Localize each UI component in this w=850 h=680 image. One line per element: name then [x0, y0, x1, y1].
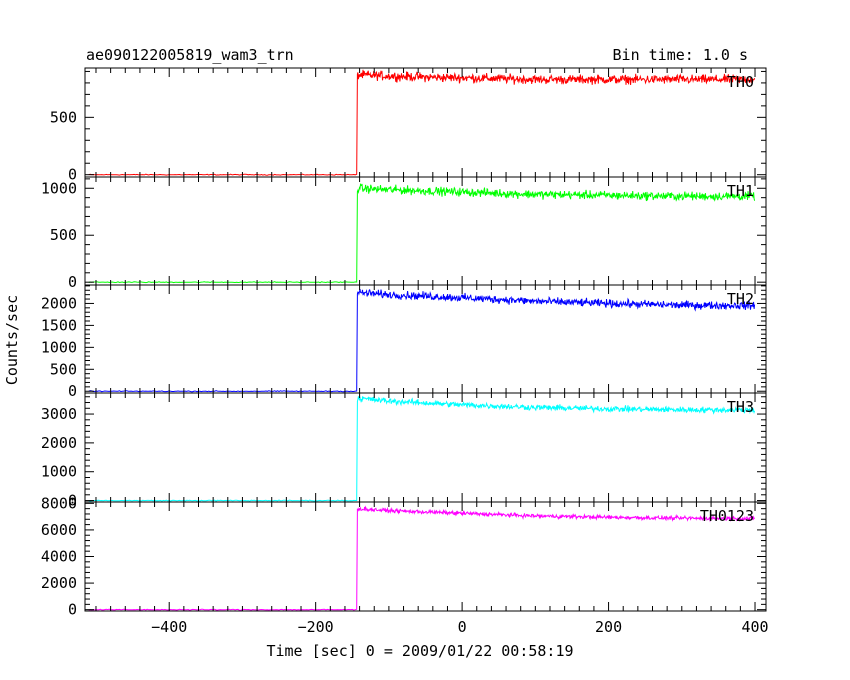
- y-tick-label: 0: [68, 492, 77, 510]
- x-axis: −400 −200 0 200 400: [151, 618, 768, 636]
- x-axis-label: Time [sec] 0 = 2009/01/22 00:58:19: [266, 642, 573, 660]
- y-tick-label: 8000: [41, 494, 77, 512]
- y-tick-label: 3000: [41, 405, 77, 423]
- panel-frame: [84, 67, 767, 178]
- x-tick-label: −200: [298, 618, 334, 636]
- y-tick-label: 1500: [41, 316, 77, 334]
- series-line-th3: [88, 395, 756, 502]
- y-tick-label: 1000: [41, 179, 77, 197]
- y-tick-label: 1000: [41, 463, 77, 481]
- y-tick-label: 6000: [41, 521, 77, 539]
- panel-th1: 0 500 1000 TH1: [41, 176, 767, 291]
- chart-title: ae090122005819_wam3_trn: [86, 46, 294, 64]
- y-axis-label: Counts/sec: [3, 295, 21, 385]
- panel-th2: 0 500 1000 1500 2000 TH2: [41, 284, 767, 400]
- y-tick-label: 0: [68, 601, 77, 619]
- panel-label-th2: TH2: [727, 290, 754, 308]
- panel-th0: 0 500 TH0: [50, 67, 767, 184]
- panel-th0123: 0 2000 4000 6000 8000 TH0123: [41, 494, 767, 619]
- x-tick-label: 400: [741, 618, 768, 636]
- y-tick-label: 500: [50, 108, 77, 126]
- y-tick-label: 0: [68, 382, 77, 400]
- panel-label-th0: TH0: [727, 73, 754, 91]
- series-line-th0: [88, 69, 756, 176]
- y-tick-label: 2000: [41, 294, 77, 312]
- bin-time-label: Bin time: 1.0 s: [613, 46, 748, 64]
- series-line-th2: [88, 289, 756, 393]
- y-tick-label: 0: [68, 166, 77, 184]
- y-tick-label: 1000: [41, 338, 77, 356]
- series-line-th1: [88, 183, 756, 284]
- x-tick-label: 200: [595, 618, 622, 636]
- panel-label-th0123: TH0123: [700, 507, 754, 525]
- panel-label-th1: TH1: [727, 182, 754, 200]
- y-tick-label: 500: [50, 226, 77, 244]
- y-tick-label: 2000: [41, 574, 77, 592]
- y-tick-label: 2000: [41, 434, 77, 452]
- y-tick-label: 4000: [41, 548, 77, 566]
- panel-th3: 0 1000 2000 3000 TH3: [41, 392, 767, 510]
- x-tick-label: −400: [151, 618, 187, 636]
- x-tick-label: 0: [458, 618, 467, 636]
- y-tick-label: 500: [50, 360, 77, 378]
- panel-label-th3: TH3: [727, 398, 754, 416]
- y-tick-label: 0: [68, 273, 77, 291]
- series-line-th0123: [88, 505, 755, 611]
